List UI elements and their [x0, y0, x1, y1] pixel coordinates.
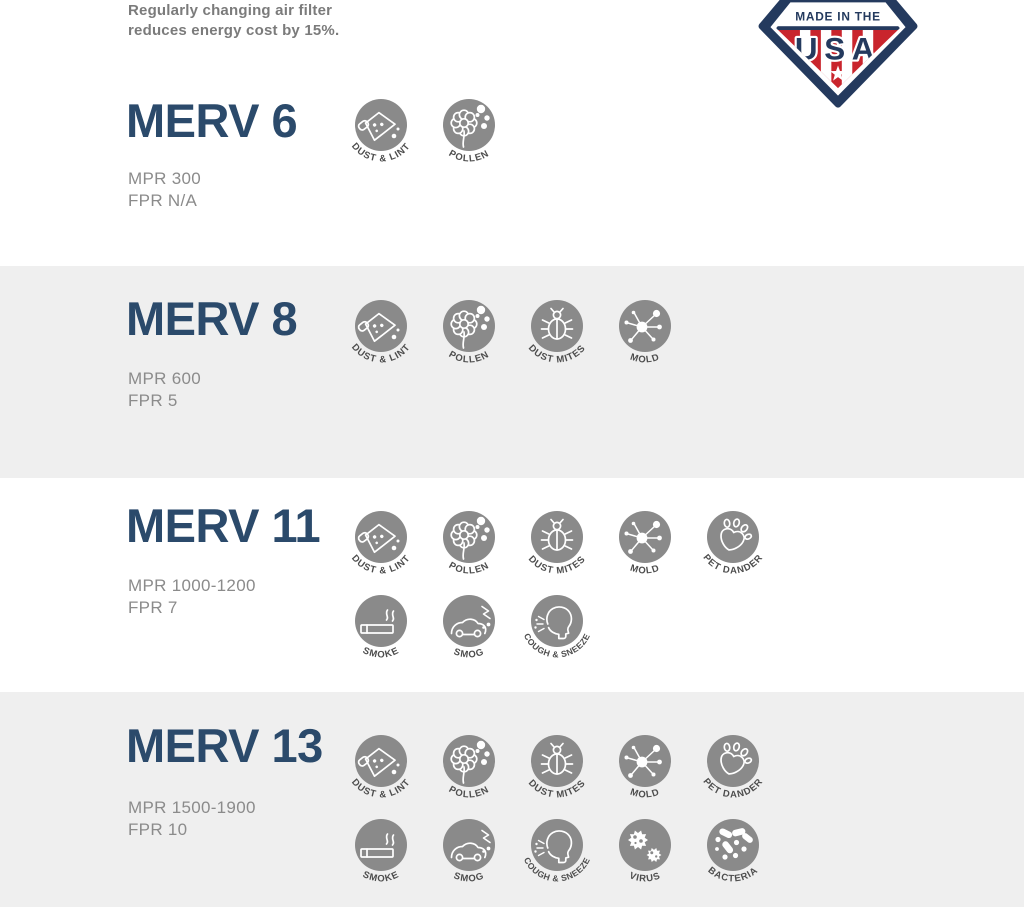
mpr-value: MPR 1500-1900	[128, 798, 256, 817]
smog-icon: SMOG	[425, 819, 513, 903]
pet-dander-icon: PET DANDER	[689, 511, 777, 595]
dust-lint-icon: DUST & LINT	[337, 511, 425, 595]
badge-top-text: MADE IN THE	[795, 10, 881, 24]
merv13-specs: MPR 1500-1900 FPR 10	[128, 797, 256, 841]
merv13-title: MERV 13	[126, 719, 323, 772]
star-icon	[830, 65, 846, 81]
merv13-section-band	[0, 692, 1024, 907]
dust-mites-icon: DUST MITES	[513, 511, 601, 595]
bacteria-icon: BACTERIA	[689, 819, 777, 903]
svg-text:POLLEN: POLLEN	[447, 349, 491, 365]
mpr-value: MPR 1000-1200	[128, 576, 256, 595]
mold-icon: MOLD	[601, 300, 689, 384]
merv6-title: MERV 6	[126, 94, 298, 147]
merv13-icon-row-1: DUST & LINT POLLEN DUST MITES MOLD	[337, 735, 777, 819]
merv11-icon-row-1: DUST & LINT POLLEN DUST MITES MOLD	[337, 511, 777, 595]
intro-line-1: Regularly changing air filter	[128, 2, 333, 19]
intro-text: Regularly changing air filter reduces en…	[128, 1, 339, 41]
fpr-value: FPR 10	[128, 820, 188, 839]
svg-text:MOLD: MOLD	[629, 352, 662, 366]
dust-mites-icon: DUST MITES	[513, 300, 601, 384]
pet-dander-icon: PET DANDER	[689, 735, 777, 819]
merv11-title: MERV 11	[126, 499, 321, 552]
fpr-value: FPR 5	[128, 391, 178, 410]
svg-text:MOLD: MOLD	[629, 787, 662, 801]
smoke-icon: SMOKE	[337, 595, 425, 679]
svg-text:SMOG: SMOG	[452, 870, 486, 884]
smog-icon: SMOG	[425, 595, 513, 679]
merv8-section-band	[0, 266, 1024, 478]
mpr-value: MPR 300	[128, 169, 201, 188]
svg-text:VIRUS: VIRUS	[628, 870, 663, 884]
smoke-icon: SMOKE	[337, 819, 425, 903]
mpr-value: MPR 600	[128, 369, 201, 388]
made-in-usa-badge: MADE IN THE USA	[757, 0, 919, 109]
dust-mites-icon: DUST MITES	[513, 735, 601, 819]
cough-sneeze-icon: COUGH & SNEEZE	[513, 595, 601, 679]
merv11-icon-row-2: SMOKE SMOG COUGH & SNEEZE	[337, 595, 601, 679]
svg-text:POLLEN: POLLEN	[447, 784, 491, 800]
svg-text:POLLEN: POLLEN	[447, 148, 491, 164]
merv6-icon-row-1: DUST & LINT POLLEN	[337, 99, 513, 183]
svg-text:POLLEN: POLLEN	[447, 560, 491, 576]
merv8-title: MERV 8	[126, 292, 298, 345]
merv6-specs: MPR 300 FPR N/A	[128, 168, 201, 212]
merv8-icon-row-1: DUST & LINT POLLEN DUST MITES MOLD	[337, 300, 689, 384]
pollen-icon: POLLEN	[425, 735, 513, 819]
dust-lint-icon: DUST & LINT	[337, 300, 425, 384]
virus-icon: VIRUS	[601, 819, 689, 903]
fpr-value: FPR 7	[128, 598, 178, 617]
svg-text:SMOKE: SMOKE	[361, 645, 401, 660]
svg-text:MOLD: MOLD	[629, 563, 662, 577]
pollen-icon: POLLEN	[425, 300, 513, 384]
badge-main-text: USA	[795, 32, 881, 67]
pollen-icon: POLLEN	[425, 511, 513, 595]
svg-text:SMOG: SMOG	[452, 646, 486, 660]
pollen-icon: POLLEN	[425, 99, 513, 183]
badge-shield: MADE IN THE USA	[758, 0, 918, 108]
merv13-icon-row-2: SMOKE SMOG COUGH & SNEEZE VIRUS	[337, 819, 777, 903]
fpr-value: FPR N/A	[128, 191, 198, 210]
intro-line-2: reduces energy cost by 15%.	[128, 22, 340, 39]
merv8-specs: MPR 600 FPR 5	[128, 368, 201, 412]
dust-lint-icon: DUST & LINT	[337, 735, 425, 819]
dust-lint-icon: DUST & LINT	[337, 99, 425, 183]
merv11-specs: MPR 1000-1200 FPR 7	[128, 575, 256, 619]
cough-sneeze-icon: COUGH & SNEEZE	[513, 819, 601, 903]
mold-icon: MOLD	[601, 511, 689, 595]
mold-icon: MOLD	[601, 735, 689, 819]
svg-text:SMOKE: SMOKE	[361, 869, 401, 884]
